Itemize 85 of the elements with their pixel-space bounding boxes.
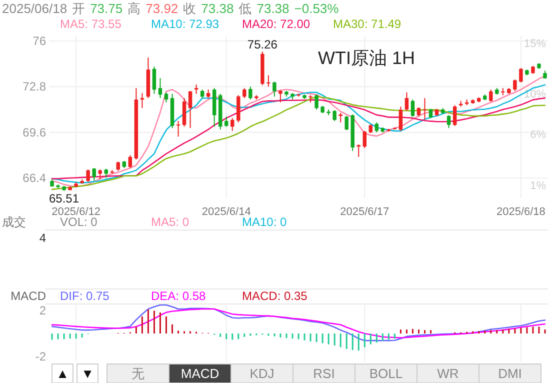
candlestick	[158, 78, 162, 99]
candlestick	[128, 154, 132, 169]
candlestick	[188, 90, 192, 129]
x-tick-label: 2025/6/18	[496, 206, 546, 218]
candlestick	[519, 68, 523, 83]
text: MA20: 72.00	[242, 17, 310, 31]
candlestick	[452, 104, 457, 126]
candlestick	[428, 108, 433, 119]
candlestick	[230, 118, 234, 132]
text: 73.38	[256, 1, 290, 16]
candlestick	[182, 98, 186, 128]
candlestick	[140, 92, 144, 109]
candlestick	[374, 122, 379, 133]
y-axis-title: MACD	[10, 289, 46, 303]
text: MACD: 0.35	[242, 289, 308, 303]
candlestick	[92, 168, 96, 182]
text: 开	[72, 1, 86, 16]
y-tick-label: 66.4	[22, 171, 46, 186]
text: BOLL	[369, 366, 403, 381]
candlestick	[152, 66, 156, 94]
text: MA10: 72.93	[151, 17, 220, 31]
candlestick	[332, 110, 336, 122]
candlestick	[248, 86, 252, 100]
text: 无	[132, 366, 144, 381]
annotation: 75.26	[247, 38, 278, 52]
text: MA5: 0	[151, 215, 190, 229]
text: WR	[437, 366, 459, 381]
candlestick	[164, 92, 168, 103]
text: DIF: 0.75	[60, 289, 110, 303]
text: 2025/06/18	[2, 1, 68, 16]
text: MA5: 73.55	[60, 17, 122, 31]
candlestick	[513, 79, 517, 92]
text: 73.92	[146, 1, 178, 16]
candlestick	[116, 161, 120, 172]
candlestick	[86, 168, 90, 183]
text: ▲	[56, 366, 69, 381]
y-tick-label: 76	[32, 34, 46, 48]
candlestick	[104, 168, 108, 179]
y-tick-label: -2	[35, 349, 46, 364]
text: MA30: 71.49	[333, 17, 402, 31]
annotation: 65.51	[49, 192, 80, 206]
candlestick	[446, 114, 451, 129]
text: 收	[183, 1, 196, 16]
candlestick	[489, 89, 493, 102]
candlestick	[338, 112, 342, 123]
candlestick	[224, 116, 228, 128]
text: VOL: 0	[60, 215, 98, 229]
y-tick-label: 69.6	[22, 125, 46, 140]
x-tick-label: 2025/6/17	[340, 206, 390, 218]
candlestick	[344, 115, 348, 131]
series-label: DEA: 0.58	[151, 289, 206, 303]
candlestick	[422, 98, 427, 120]
text: 低	[238, 1, 252, 16]
candlestick	[410, 99, 415, 118]
text: 4	[39, 231, 46, 245]
text: −0.53%	[294, 1, 340, 16]
candlestick	[242, 88, 246, 99]
text: RSI	[313, 366, 335, 381]
text: 成交	[2, 215, 26, 229]
candlestick	[308, 94, 312, 103]
candlestick	[272, 81, 276, 98]
candlestick	[314, 94, 318, 110]
candlestick	[416, 106, 421, 118]
text: MA10: 0	[242, 215, 288, 229]
text: DMI	[498, 366, 522, 381]
text: KDJ	[250, 366, 274, 381]
y-tick-label: 72.8	[22, 80, 46, 94]
candlestick	[362, 130, 366, 149]
candlestick	[194, 84, 198, 94]
text: ▼	[81, 366, 94, 381]
text: MACD	[180, 366, 220, 381]
candlestick	[356, 144, 360, 158]
text: 高	[128, 1, 141, 16]
text: 73.38	[201, 1, 234, 16]
candlestick	[98, 168, 102, 180]
candlestick	[176, 120, 180, 138]
x-tick-label: 2025/6/12	[52, 206, 101, 218]
candlestick	[266, 74, 270, 88]
text: 73.75	[90, 1, 123, 16]
text: WTI原油 1H	[318, 48, 415, 68]
candlestick	[404, 92, 409, 112]
candlestick	[278, 90, 282, 103]
y-tick-label: 2	[39, 304, 46, 318]
candlestick	[398, 106, 403, 132]
x-tick-label: 2025/6/14	[202, 206, 251, 218]
